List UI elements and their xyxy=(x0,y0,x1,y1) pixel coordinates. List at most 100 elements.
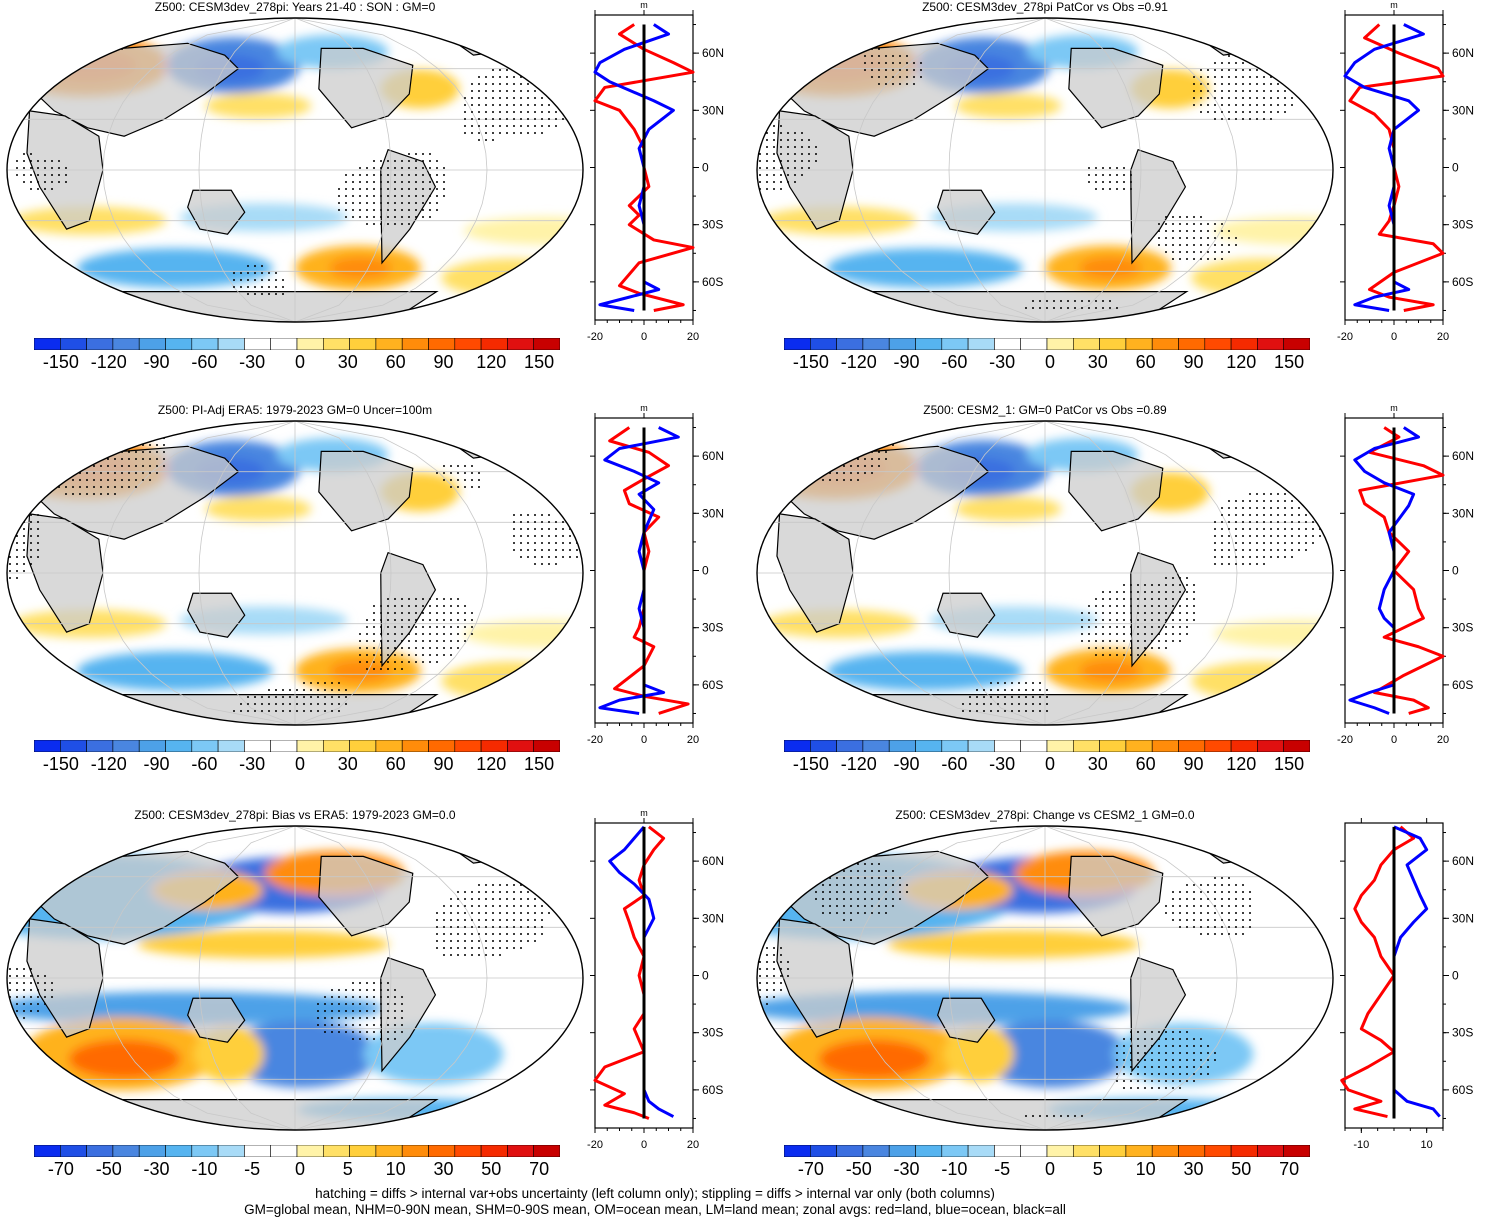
stipple-dot xyxy=(836,877,838,879)
stipple-dot xyxy=(380,661,382,663)
stipple-dot xyxy=(766,989,768,991)
stipple-dot xyxy=(338,696,340,698)
stipple-dot xyxy=(969,696,971,698)
stipple-dot xyxy=(471,891,473,893)
stipple-dot xyxy=(1207,1073,1209,1075)
stipple-dot xyxy=(499,118,501,120)
stipple-dot xyxy=(1214,69,1216,71)
stipple-dot xyxy=(387,598,389,600)
stipple-dot xyxy=(65,174,67,176)
stipple-dot xyxy=(380,188,382,190)
stipple-dot xyxy=(380,1003,382,1005)
stipple-dot xyxy=(541,521,543,523)
stipple-dot xyxy=(23,549,25,551)
stipple-dot xyxy=(1116,612,1118,614)
stipple-dot xyxy=(1158,626,1160,628)
stipple-dot xyxy=(261,286,263,288)
stipple-dot xyxy=(1186,216,1188,218)
stipple-dot xyxy=(1123,1066,1125,1068)
stipple-dot xyxy=(534,76,536,78)
stipple-dot xyxy=(37,41,39,43)
stipple-dot xyxy=(1263,76,1265,78)
colorbar-swatch xyxy=(1151,338,1179,350)
stipple-dot xyxy=(766,1003,768,1005)
stipple-dot xyxy=(576,528,578,530)
stipple-dot xyxy=(58,479,60,481)
contour-region xyxy=(1079,659,1142,683)
stipple-dot xyxy=(93,458,95,460)
stipple-dot xyxy=(1186,912,1188,914)
stipple-dot xyxy=(1172,1080,1174,1082)
stipple-dot xyxy=(1123,654,1125,656)
stipple-dot xyxy=(1025,689,1027,691)
stipple-dot xyxy=(1249,493,1251,495)
stipple-dot xyxy=(1109,654,1111,656)
stipple-dot xyxy=(506,125,508,127)
stipple-dot xyxy=(541,111,543,113)
stipple-dot xyxy=(44,842,46,844)
stipple-dot xyxy=(23,181,25,183)
stipple-dot xyxy=(1214,926,1216,928)
stipple-dot xyxy=(37,160,39,162)
stipple-dot xyxy=(422,195,424,197)
stipple-dot xyxy=(520,118,522,120)
stipple-dot xyxy=(1221,118,1223,120)
stipple-dot xyxy=(282,703,284,705)
stipple-dot xyxy=(457,905,459,907)
stipple-dot xyxy=(1004,682,1006,684)
stipple-dot xyxy=(1228,83,1230,85)
stipple-dot xyxy=(51,34,53,36)
stipple-dot xyxy=(878,891,880,893)
stipple-dot xyxy=(801,139,803,141)
stipple-dot xyxy=(1053,307,1055,309)
stipple-dot xyxy=(1088,167,1090,169)
stipple-dot xyxy=(1186,230,1188,232)
stipple-dot xyxy=(1172,598,1174,600)
stipple-dot xyxy=(128,465,130,467)
stipple-dot xyxy=(107,472,109,474)
stipple-dot xyxy=(829,437,831,439)
stipple-dot xyxy=(142,479,144,481)
stipple-dot xyxy=(44,48,46,50)
stipple-dot xyxy=(1179,612,1181,614)
stipple-dot xyxy=(815,472,817,474)
stipple-dot xyxy=(1221,528,1223,530)
continent xyxy=(58,694,439,725)
stipple-dot xyxy=(338,689,340,691)
colorbar-swatch xyxy=(915,338,943,350)
stipple-dot xyxy=(142,451,144,453)
stipple-dot xyxy=(1221,230,1223,232)
stipple-dot xyxy=(23,996,25,998)
stipple-dot xyxy=(1179,216,1181,218)
stipple-dot xyxy=(408,174,410,176)
colorbar-tick-label: -50 xyxy=(845,1159,872,1179)
stipple-dot xyxy=(499,926,501,928)
longitude-line xyxy=(852,826,1046,1130)
stipple-dot xyxy=(857,870,859,872)
stipple-dot xyxy=(1298,521,1300,523)
stipple-dot xyxy=(1242,104,1244,106)
colorbar-swatch xyxy=(1204,740,1232,752)
stipple-dot xyxy=(1186,244,1188,246)
stipple-dot xyxy=(359,647,361,649)
colorbar-tick-label: -30 xyxy=(989,754,1016,774)
stipple-dot xyxy=(79,34,81,36)
stipple-dot xyxy=(1109,633,1111,635)
stipple-dot xyxy=(569,104,571,106)
stipple-dot xyxy=(576,97,578,99)
stipple-dot xyxy=(1326,842,1328,844)
unit-label: m xyxy=(1390,403,1398,413)
colorbar-swatch xyxy=(296,740,324,752)
stipple-dot xyxy=(100,41,102,43)
stipple-dot xyxy=(1116,167,1118,169)
stipple-dot xyxy=(492,97,494,99)
stipple-dot xyxy=(317,689,319,691)
stipple-dot xyxy=(296,689,298,691)
stipple-dot xyxy=(331,1031,333,1033)
stipple-dot xyxy=(37,549,39,551)
stipple-dot xyxy=(871,912,873,914)
stipple-dot xyxy=(1291,542,1293,544)
stipple-dot xyxy=(1207,926,1209,928)
colorbar-tick-label: -60 xyxy=(191,754,218,774)
stipple-dot xyxy=(520,898,522,900)
